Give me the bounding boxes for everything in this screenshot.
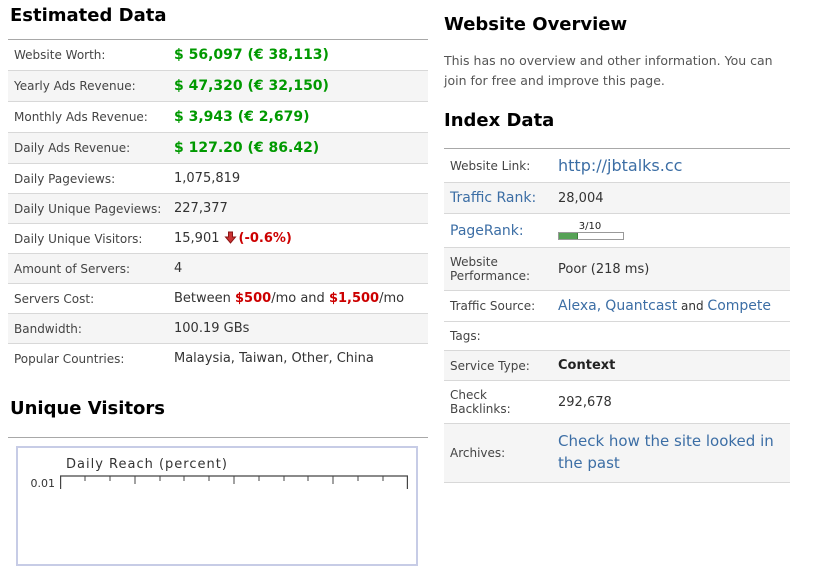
servers-cost-high: $1,500 xyxy=(328,291,380,306)
row-label: Bandwidth: xyxy=(8,313,168,344)
table-row: Website Worth: $ 56,097 (€ 38,113) xyxy=(8,40,428,71)
daily-unique-pageviews-value: 227,377 xyxy=(168,193,428,224)
servers-cost-low: $500 xyxy=(235,291,272,306)
tags-value xyxy=(552,321,790,351)
pagerank-bar xyxy=(558,232,624,240)
estimated-data-heading: Estimated Data xyxy=(10,5,167,26)
row-label: Website Link: xyxy=(450,158,531,173)
table-row: PageRank: 3/10 xyxy=(444,213,790,248)
table-row: Amount of Servers: 4 xyxy=(8,253,428,284)
table-row: Bandwidth: 100.19 GBs xyxy=(8,313,428,344)
chart-title: Daily Reach (percent) xyxy=(66,457,228,472)
traffic-rank-value: 28,004 xyxy=(552,182,790,214)
compete-link[interactable]: Compete xyxy=(707,298,772,314)
row-label: Daily Ads Revenue: xyxy=(8,132,168,164)
right-column: Website Overview This has no overview an… xyxy=(444,0,790,483)
row-label: Yearly Ads Revenue: xyxy=(8,70,168,102)
section-divider xyxy=(8,437,428,438)
daily-reach-chart: Daily Reach (percent) 0.01 xyxy=(16,446,418,566)
pagerank-link[interactable]: PageRank: xyxy=(450,222,524,239)
chart-ytick: 0.01 xyxy=(30,477,56,490)
yearly-ads-revenue-value: $ 47,320 (€ 32,150) xyxy=(174,78,329,94)
pagerank-fill xyxy=(559,233,579,239)
estimated-data-section: Estimated Data Website Worth: $ 56,097 (… xyxy=(8,0,428,566)
monthly-ads-revenue-value: $ 3,943 (€ 2,679) xyxy=(174,109,310,125)
overview-text: This has no overview and other informati… xyxy=(444,53,773,88)
table-row: Archives: Check how the site looked in t… xyxy=(444,423,790,482)
servers-cost-value: Between $500/mo and $1,500/mo xyxy=(168,283,428,314)
row-label: Traffic Source: xyxy=(444,290,552,322)
row-label: Website Worth: xyxy=(14,48,106,62)
index-data-table: Website Link: http://jbtalks.cc Traffic … xyxy=(444,148,790,483)
popular-countries-value: Malaysia, Taiwan, Other, China xyxy=(168,343,428,373)
archives-link[interactable]: Check how the site looked in the past xyxy=(558,432,774,472)
row-label: Monthly Ads Revenue: xyxy=(8,101,168,133)
daily-unique-visitors-value: 15,901 xyxy=(174,231,220,246)
table-row: Servers Cost: Between $500/mo and $1,500… xyxy=(8,283,428,314)
table-row: Daily Unique Visitors: 15,901 (-0.6%) xyxy=(8,223,428,254)
row-label: Daily Unique Pageviews: xyxy=(8,193,168,224)
amount-of-servers-value: 4 xyxy=(168,253,428,284)
website-overview-heading: Website Overview xyxy=(444,14,628,35)
website-worth-value: $ 56,097 (€ 38,113) xyxy=(174,47,329,63)
traffic-rank-link[interactable]: Traffic Rank: xyxy=(450,190,537,206)
row-label: Tags: xyxy=(444,321,552,351)
row-label: Service Type: xyxy=(444,350,552,381)
quantcast-link[interactable]: Quantcast xyxy=(605,298,678,314)
table-row: Yearly Ads Revenue: $ 47,320 (€ 32,150) xyxy=(8,70,428,102)
table-row: Daily Pageviews: 1,075,819 xyxy=(8,163,428,194)
visitors-change-badge: (-0.6%) xyxy=(238,231,292,246)
table-row: Check Backlinks: 292,678 xyxy=(444,380,790,424)
unique-visitors-heading: Unique Visitors xyxy=(10,398,166,419)
daily-pageviews-value: 1,075,819 xyxy=(168,163,428,194)
chart-plot-frame xyxy=(60,475,408,489)
check-backlinks-value: 292,678 xyxy=(552,380,790,424)
row-label: Check Backlinks: xyxy=(444,380,552,424)
row-label: Amount of Servers: xyxy=(8,253,168,284)
website-link[interactable]: http://jbtalks.cc xyxy=(558,156,683,175)
table-row: Service Type: Context xyxy=(444,350,790,381)
table-row: Popular Countries: Malaysia, Taiwan, Oth… xyxy=(8,343,428,373)
row-label: Daily Pageviews: xyxy=(8,163,168,194)
daily-ads-revenue-value: $ 127.20 (€ 86.42) xyxy=(174,140,320,156)
down-arrow-icon xyxy=(223,231,237,244)
row-label: Archives: xyxy=(444,423,552,482)
table-row: Tags: xyxy=(444,321,790,351)
pagerank-widget: 3/10 xyxy=(558,221,628,240)
table-row: Daily Ads Revenue: $ 127.20 (€ 86.42) xyxy=(8,132,428,164)
pagerank-value: 3/10 xyxy=(578,221,602,232)
row-label: Popular Countries: xyxy=(8,343,168,373)
row-label: Daily Unique Visitors: xyxy=(8,223,168,254)
row-label: Servers Cost: xyxy=(8,283,168,314)
estimated-data-table: Website Worth: $ 56,097 (€ 38,113) Yearl… xyxy=(8,39,428,373)
website-performance-value: Poor (218 ms) xyxy=(552,247,790,291)
table-row: Monthly Ads Revenue: $ 3,943 (€ 2,679) xyxy=(8,101,428,133)
alexa-link[interactable]: Alexa, xyxy=(558,298,602,314)
table-row: Daily Unique Pageviews: 227,377 xyxy=(8,193,428,224)
index-data-heading: Index Data xyxy=(444,110,555,131)
table-row: Traffic Source: Alexa, Quantcast and Com… xyxy=(444,290,790,322)
service-type-value: Context xyxy=(558,358,616,373)
table-row: Traffic Rank: 28,004 xyxy=(444,182,790,214)
table-row: Website Performance: Poor (218 ms) xyxy=(444,247,790,291)
row-label: Website Performance: xyxy=(444,247,552,291)
conjunction-text: and xyxy=(677,299,708,313)
bandwidth-value: 100.19 GBs xyxy=(168,313,428,344)
table-row: Website Link: http://jbtalks.cc xyxy=(444,149,790,183)
